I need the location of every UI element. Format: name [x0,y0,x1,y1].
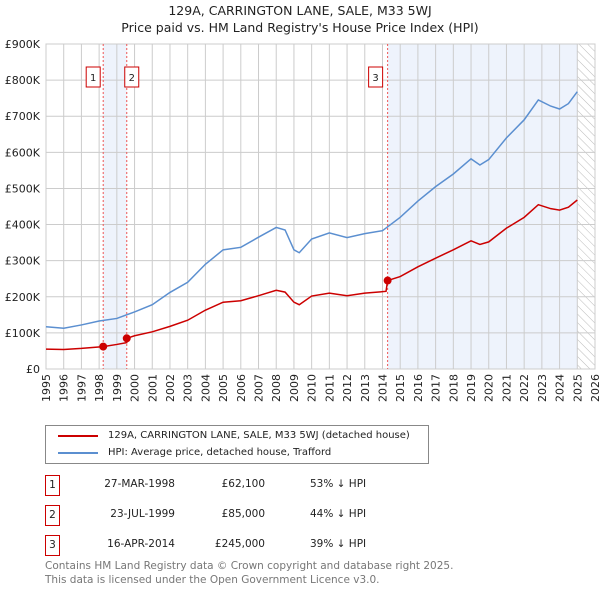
sale-point [122,334,131,343]
x-tick-label: 2014 [376,374,389,402]
sale-number: 1 [45,475,60,496]
y-tick-label: £0 [26,363,40,376]
forecast-hatch [577,44,595,369]
sale-label-box [85,66,101,88]
sale-row: 3 16-APR-2014 £245,000 39% ↓ HPI [45,535,445,556]
x-tick-label: 2018 [447,374,460,402]
sale-number: 3 [45,535,60,556]
footer-copyright: Contains HM Land Registry data © Crown c… [45,560,454,572]
x-tick-label: 1995 [40,374,53,402]
sale-label-box [368,66,384,88]
y-tick-label: £900K [5,38,41,51]
x-tick-label: 2004 [199,374,212,402]
x-tick-label: 2017 [430,374,443,402]
x-tick-label: 2016 [412,374,425,402]
sale-point [383,276,392,285]
y-tick-label: £600K [5,146,41,159]
sale-date: 23-JUL-1999 [110,508,175,520]
hpi-line [45,91,578,329]
x-tick-label: 2008 [270,374,283,402]
x-tick-label: 1996 [58,374,71,402]
sale-hpi-diff: 39% ↓ HPI [310,538,367,550]
price-chart: 1995 1996 1997 1998 1999 2000 2001 2002 2003 2004… [5,38,600,402]
sale-price: £245,000 [214,538,265,550]
x-tick-label: 2001 [146,374,159,402]
y-tick-label: £100K [5,327,41,340]
sale-row: 2 23-JUL-1999 £85,000 44% ↓ HPI [45,505,445,526]
x-tick-label: 2026 [589,374,600,402]
y-tick-label: £500K [5,182,41,195]
sale-hpi-diff: 53% ↓ HPI [310,478,367,490]
y-tick-label: £700K [5,110,41,123]
x-tick-label: 1997 [75,374,88,402]
x-tick-label: 2021 [500,374,513,402]
legend-label-property: 129A, CARRINGTON LANE, SALE, M33 5WJ (de… [108,430,410,441]
x-tick-label: 2020 [483,374,496,402]
x-tick-label: 2007 [253,374,266,402]
sale-price: £62,100 [221,478,265,490]
sale-row: 1 27-MAR-1998 £62,100 53% ↓ HPI [45,475,445,496]
x-tick-label: 1998 [93,374,106,402]
x-tick-label: 2003 [182,374,195,402]
x-tick-label: 2019 [465,374,478,402]
x-tick-label: 2005 [217,374,230,402]
sale-number: 2 [45,505,60,526]
sale-label-box [124,66,140,88]
sale-date: 27-MAR-1998 [104,478,175,490]
y-tick-label: £400K [5,219,41,232]
y-tick-label: £300K [5,255,41,268]
sale-price: £85,000 [221,508,265,520]
chart-subtitle: Price paid vs. HM Land Registry's House … [121,20,479,35]
legend-label-hpi: HPI: Average price, detached house, Traf… [108,447,332,458]
sale-label-number: 2 [129,73,135,84]
x-tick-label: 2025 [571,374,584,402]
x-tick-label: 2023 [536,374,549,402]
chart-title: 129A, CARRINGTON LANE, SALE, M33 5WJ [168,3,432,18]
sale-date: 16-APR-2014 [107,538,175,550]
x-tick-label: 2011 [323,374,336,402]
x-tick-label: 2002 [164,374,177,402]
legend-swatch-property [58,435,98,437]
legend-swatch-hpi [58,452,98,454]
sale-point [99,342,108,351]
shade-band [387,44,578,369]
shade-band [103,44,127,369]
x-tick-label: 2013 [359,374,372,402]
legend: 129A, CARRINGTON LANE, SALE, M33 5WJ (de… [45,425,429,464]
x-tick-label: 1999 [111,374,124,402]
x-tick-label: 2000 [129,374,142,402]
x-tick-label: 2022 [518,374,531,402]
x-tick-label: 2015 [394,374,407,402]
sale-label-number: 3 [372,73,378,84]
x-tick-label: 2009 [288,374,301,402]
x-tick-label: 2012 [341,374,354,402]
y-tick-label: £200K [5,291,41,304]
footer-licence: This data is licensed under the Open Gov… [45,574,380,586]
plot-frame [45,43,596,370]
y-tick-label: £800K [5,74,41,87]
x-tick-label: 2024 [554,374,567,402]
x-tick-label: 2010 [306,374,319,402]
sale-hpi-diff: 44% ↓ HPI [310,508,367,520]
sale-label-number: 1 [90,73,96,84]
x-tick-label: 2006 [235,374,248,402]
